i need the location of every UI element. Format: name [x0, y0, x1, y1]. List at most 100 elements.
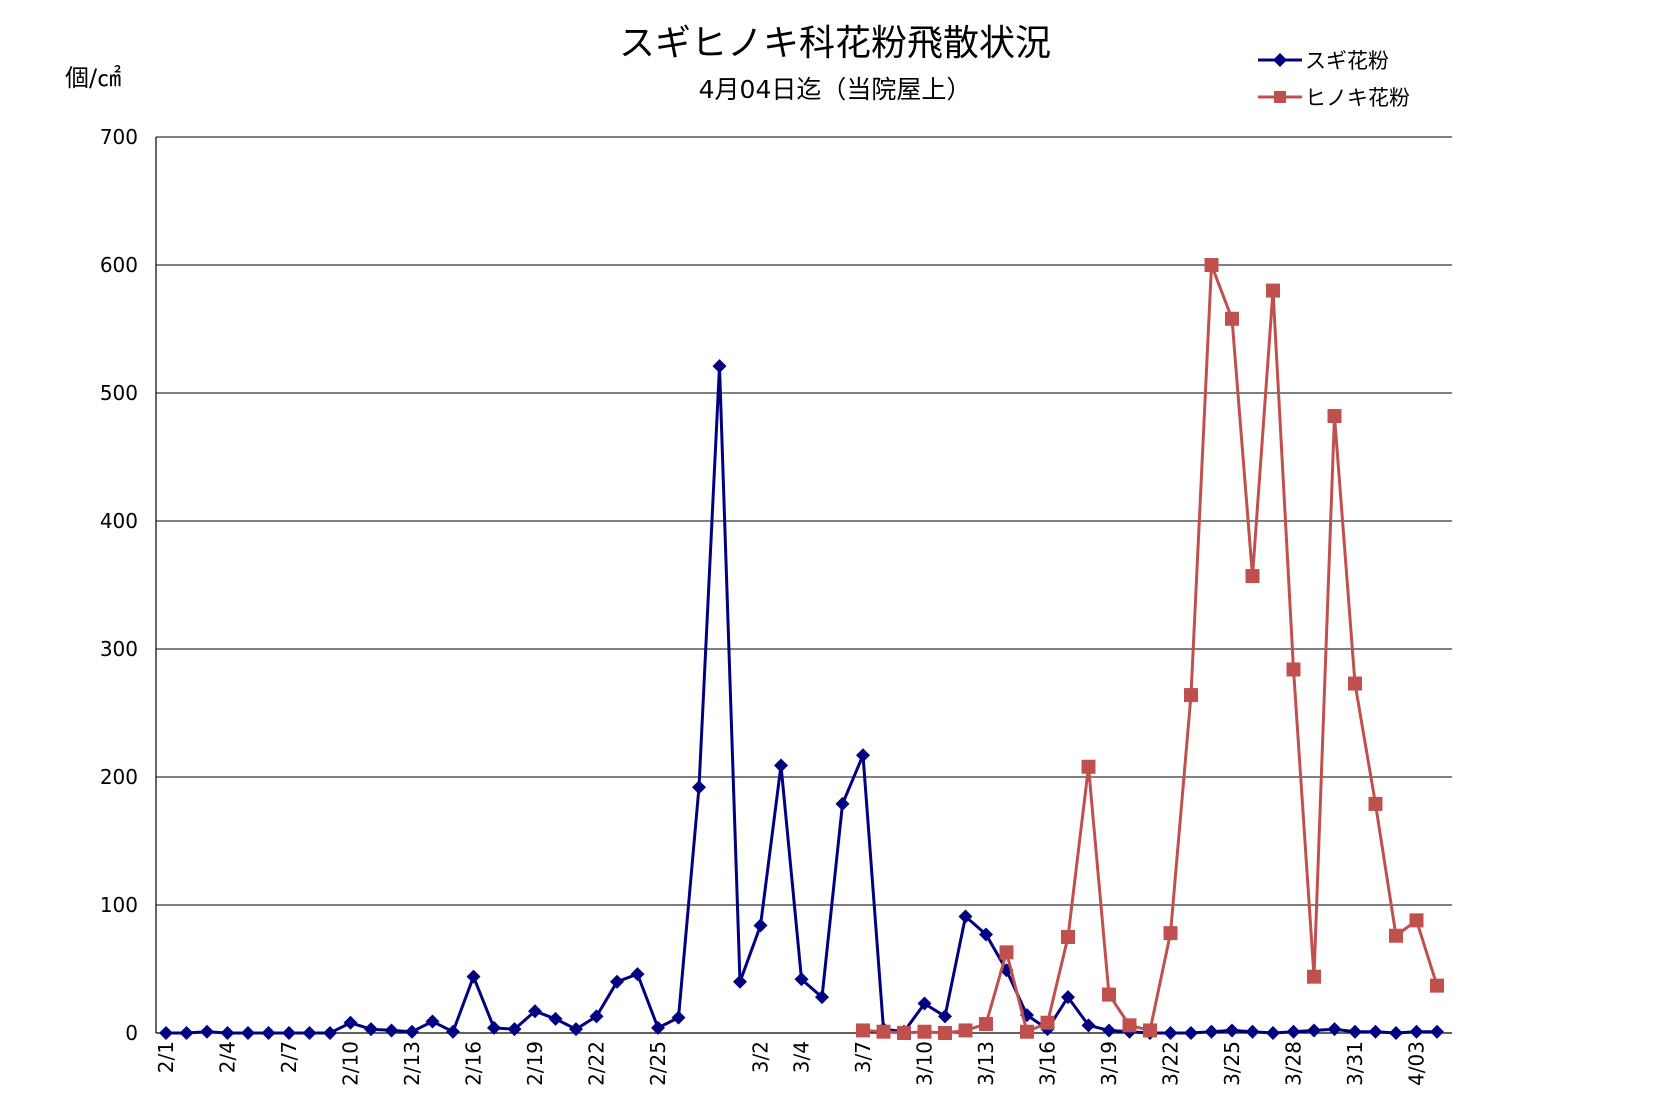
legend-item-hinoki: ヒノキ花粉 — [1258, 86, 1410, 110]
data-point-square — [938, 1026, 952, 1040]
data-point-square — [876, 1024, 891, 1039]
legend-item-sugi: スギ花粉 — [1258, 49, 1389, 73]
data-point-square — [958, 1023, 973, 1038]
data-point-diamond — [1266, 1026, 1280, 1040]
data-point-diamond — [1409, 1024, 1424, 1039]
data-point-square — [1389, 928, 1403, 943]
data-point-square — [1163, 926, 1178, 941]
series-layer — [159, 258, 1444, 1040]
data-point-diamond — [1245, 1024, 1260, 1039]
x-tick-label: 3/10 — [913, 1041, 937, 1086]
x-tick-label: 2/22 — [585, 1041, 609, 1086]
data-point-diamond — [384, 1023, 399, 1038]
data-point-diamond — [753, 918, 768, 933]
data-point-square — [1307, 969, 1321, 984]
data-point-diamond — [364, 1022, 378, 1037]
data-point-diamond — [1184, 1026, 1198, 1040]
x-tick-label: 3/31 — [1343, 1041, 1367, 1086]
data-point-diamond — [630, 967, 645, 982]
data-point-diamond — [1081, 1018, 1096, 1033]
data-point-diamond — [1348, 1024, 1362, 1039]
series-sugi — [159, 359, 1444, 1040]
data-point-diamond — [302, 1026, 317, 1040]
data-point-square — [1184, 688, 1198, 703]
data-point-square — [1368, 796, 1383, 811]
data-point-square — [1430, 978, 1444, 993]
x-tick-label: 3/16 — [1036, 1041, 1060, 1086]
data-point-square — [1020, 1024, 1034, 1039]
legend-square-marker — [1274, 91, 1286, 103]
x-tick-label: 2/13 — [400, 1041, 424, 1086]
data-point-diamond — [651, 1020, 665, 1035]
data-point-diamond — [979, 927, 993, 942]
y-tick-label: 200 — [100, 765, 138, 789]
x-tick-label: 3/22 — [1159, 1041, 1183, 1086]
data-point-square — [1327, 409, 1342, 424]
data-point-diamond — [261, 1026, 276, 1040]
data-point-square — [1348, 676, 1362, 691]
data-point-diamond — [528, 1004, 542, 1019]
x-tick-label: 2/7 — [277, 1041, 301, 1073]
data-point-square — [917, 1024, 932, 1039]
legend-diamond-marker — [1273, 53, 1287, 67]
data-point-square — [1245, 569, 1260, 584]
data-point-diamond — [241, 1026, 255, 1040]
x-axis-tick-labels: 2/1 2/4 2/7 2/10 2/13 2/16 2/19 2/22 2/25 3/2 3/4 3… — [154, 1041, 1429, 1086]
x-tick-label: 2/25 — [646, 1041, 670, 1086]
data-point-diamond — [794, 972, 809, 987]
data-point-square — [1204, 258, 1219, 272]
legend-label-hinoki: ヒノキ花粉 — [1305, 86, 1410, 110]
data-point-square — [1286, 662, 1301, 677]
data-point-square — [1122, 1018, 1137, 1033]
x-tick-label: 4/03 — [1405, 1041, 1429, 1086]
data-point-diamond — [938, 1009, 952, 1024]
data-point-diamond — [1327, 1022, 1342, 1037]
data-point-diamond — [692, 780, 706, 795]
y-tick-label: 500 — [100, 381, 138, 405]
data-point-diamond — [856, 748, 870, 763]
data-point-square — [856, 1023, 870, 1038]
data-point-diamond — [774, 758, 788, 773]
x-tick-label: 2/19 — [523, 1041, 547, 1086]
data-point-diamond — [589, 1009, 604, 1024]
data-point-diamond — [405, 1024, 419, 1039]
y-tick-label: 400 — [100, 509, 138, 533]
x-tick-label: 2/16 — [462, 1041, 486, 1086]
series-hinoki — [856, 258, 1444, 1040]
data-point-diamond — [1102, 1023, 1116, 1038]
data-point-diamond — [1389, 1026, 1403, 1040]
data-point-diamond — [712, 359, 727, 374]
data-point-diamond — [917, 996, 932, 1011]
grid-lines — [156, 136, 1452, 906]
y-tick-label: 600 — [100, 253, 138, 277]
x-tick-label: 3/2 — [749, 1041, 773, 1073]
data-point-diamond — [200, 1024, 214, 1039]
data-point-diamond — [1286, 1024, 1301, 1039]
data-point-diamond — [1307, 1023, 1321, 1038]
y-axis-unit: 個/㎠ — [65, 64, 121, 92]
data-point-diamond — [1163, 1026, 1178, 1040]
data-point-diamond — [446, 1024, 460, 1039]
data-point-square — [999, 945, 1014, 960]
data-point-diamond — [548, 1011, 563, 1026]
data-point-diamond — [179, 1026, 194, 1040]
series-line — [166, 364, 1437, 1035]
y-tick-label: 700 — [100, 125, 138, 149]
data-point-square — [1102, 987, 1116, 1002]
data-point-square — [1143, 1023, 1157, 1038]
data-point-diamond — [487, 1020, 501, 1035]
data-point-diamond — [507, 1022, 522, 1037]
data-point-diamond — [343, 1015, 358, 1030]
y-tick-label: 100 — [100, 893, 138, 917]
x-tick-label: 2/1 — [154, 1041, 178, 1073]
data-point-diamond — [1061, 990, 1075, 1005]
data-point-diamond — [466, 969, 481, 984]
data-point-square — [979, 1017, 993, 1032]
data-point-diamond — [282, 1026, 296, 1040]
x-tick-label: 3/25 — [1220, 1041, 1244, 1086]
chart-title: スギヒノキ科花粉飛散状況 — [619, 23, 1051, 64]
y-axis-tick-labels: 0 100 200 300 400 500 600 700 — [100, 125, 138, 1045]
data-point-diamond — [815, 990, 829, 1005]
data-point-diamond — [220, 1026, 235, 1040]
